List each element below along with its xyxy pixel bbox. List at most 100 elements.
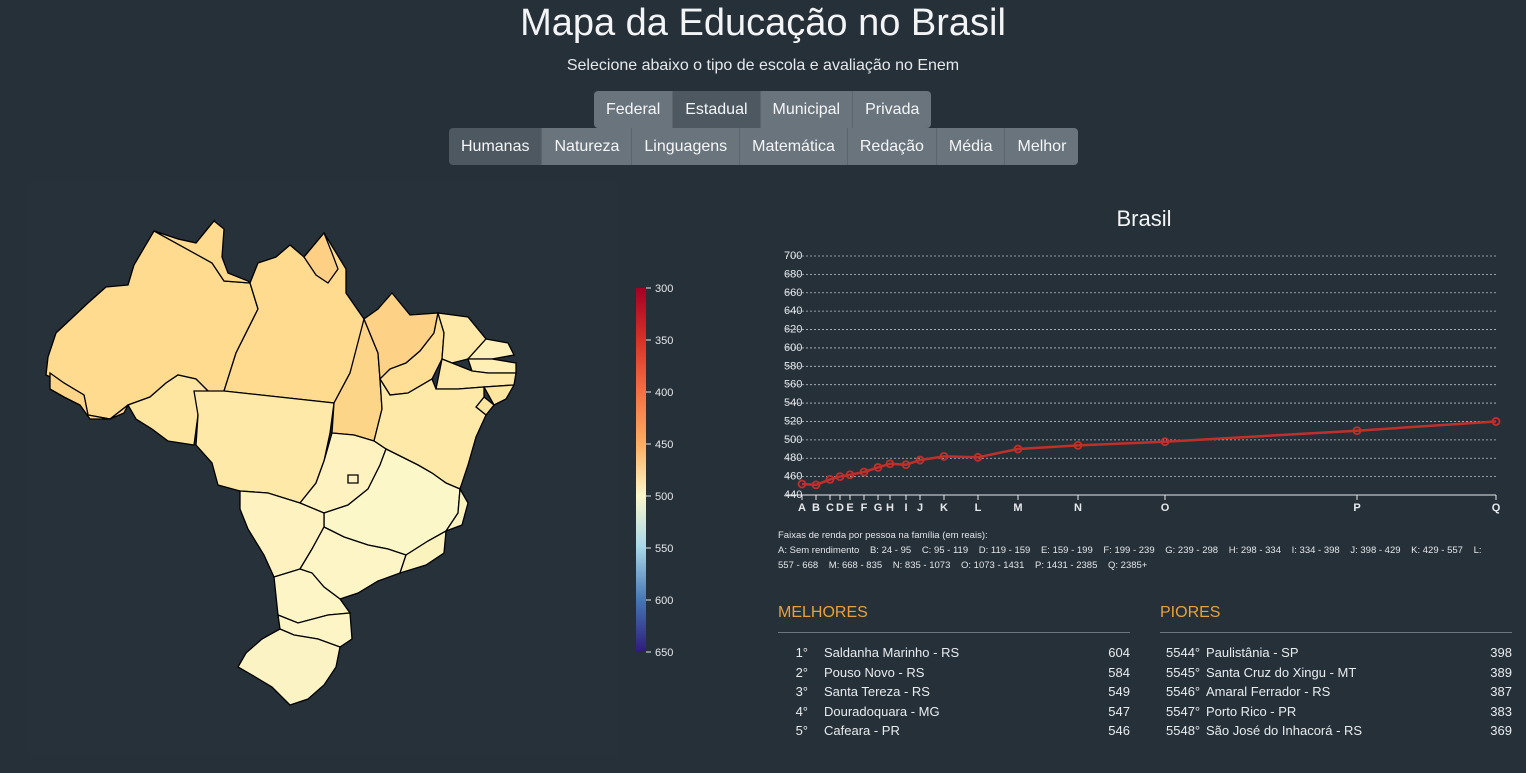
y-tick-label: 500 [784,434,802,446]
x-tick-label: I [904,502,907,514]
data-point-E[interactable] [845,470,855,480]
y-tick-label: 520 [784,415,802,427]
data-point-A[interactable] [797,479,807,489]
x-tick-label: P [1353,502,1360,514]
state-rs[interactable] [237,628,341,706]
exam-type-button-natureza[interactable]: Natureza [542,128,633,165]
legend-tick-label: 500 [655,491,673,503]
exam-type-selector: Humanas Natureza Linguagens Matemática Redaç… [449,128,1079,165]
ranking-row[interactable]: 2° Pouso Novo - RS 584 [778,663,1130,683]
y-tick-label: 640 [784,305,802,317]
rank-position: 2° [795,664,808,680]
state-es[interactable] [444,486,469,533]
income-bracket-item: F: 199 - 239 [1103,545,1155,556]
data-point-B[interactable] [811,480,821,490]
legend-tick-label: 400 [655,387,673,399]
exam-type-button-humanas[interactable]: Humanas [449,128,543,165]
data-point-L[interactable] [973,452,983,462]
exam-type-button-linguagens[interactable]: Linguagens [632,128,741,165]
city-name: Pouso Novo - RS [824,664,925,680]
worst-ranking-title: PIORES [1160,604,1512,633]
data-point-H[interactable] [885,459,895,469]
data-point-N[interactable] [1073,440,1083,450]
city-score: 389 [1490,664,1512,680]
y-tick-label: 580 [784,360,802,372]
income-bracket-item: P: 1431 - 2385 [1035,560,1098,571]
ranking-row[interactable]: 3° Santa Tereza - RS 549 [778,682,1130,702]
data-point-F[interactable] [859,467,869,477]
x-tick-label: E [846,502,853,514]
income-bracket-item: I: 334 - 398 [1291,545,1340,556]
city-name: São José do Inhacorá - RS [1206,723,1363,739]
rank-position: 5° [795,723,808,739]
state-df[interactable] [347,474,359,484]
ranking-row[interactable]: 5547° Porto Rico - PR 383 [1160,702,1512,722]
exam-type-button-redacao[interactable]: Redação [847,128,937,165]
income-bracket-item: D: 119 - 159 [978,545,1031,556]
data-point-G[interactable] [873,463,883,472]
state-rj[interactable] [398,529,447,574]
data-point-D[interactable] [835,472,845,482]
ranking-row[interactable]: 5° Cafeara - PR 546 [778,721,1130,741]
rank-position: 3° [795,684,808,700]
y-tick-label: 460 [784,471,802,483]
x-tick-label: J [917,502,923,514]
ranking-row[interactable]: 5544° Paulistânia - SP 398 [1160,643,1512,663]
income-bracket-item: B: 24 - 95 [869,545,912,556]
city-name: Cafeara - PR [824,723,900,739]
data-point-P[interactable] [1352,426,1362,436]
data-point-I[interactable] [901,460,911,470]
brazil-map [28,183,618,755]
income-score-chart: 440 460 480 500 520 540 560 580 600 620 640 660 680 7… [784,250,1501,514]
x-tick-label: C [826,502,834,514]
data-point-J[interactable] [915,455,925,465]
city-score: 604 [1108,645,1130,660]
data-point-Q[interactable] [1491,417,1501,426]
series-line [801,420,1497,487]
school-type-button-privada[interactable]: Privada [853,91,932,128]
ranking-row[interactable]: 5546° Amaral Ferrador - RS 387 [1160,682,1512,702]
chart-title: Brasil [1116,206,1172,231]
state-ap[interactable] [303,231,339,284]
x-tick-label: O [1161,502,1170,514]
school-type-button-estadual[interactable]: Estadual [673,91,761,128]
ranking-row[interactable]: 1° Saldanha Marinho - RS 604 [778,643,1130,663]
data-point-O[interactable] [1160,437,1170,447]
data-point-M[interactable] [1013,444,1023,454]
rank-position: 5548° [1166,723,1201,739]
x-tick-label: A [798,502,806,514]
best-ranking: MELHORES 1° Saldanha Marinho - RS 604 2° Pou… [778,604,1130,741]
exam-type-button-melhor[interactable]: Melhor [1005,128,1079,165]
exam-type-button-matematica[interactable]: Matemática [740,128,848,165]
rank-position: 5547° [1166,703,1201,719]
x-tick-label: F [861,502,868,514]
exam-type-button-media[interactable]: Média [936,128,1006,165]
rank-position: 5545° [1166,664,1201,680]
income-bracket-item: Q: 2385+ [1108,560,1148,571]
legend-tick-label: 350 [655,335,673,347]
school-type-button-federal[interactable]: Federal [594,91,674,128]
state-ce[interactable] [437,312,487,364]
x-tick-label: B [812,502,820,514]
color-scale-legend: 300 350 400 450 500 550 600 650 [636,283,673,659]
state-rn[interactable] [466,338,515,360]
city-score: 369 [1490,723,1512,739]
ranking-row[interactable]: 5545° Santa Cruz do Xingu - MT 389 [1160,663,1512,683]
ranking-row[interactable]: 5548° São José do Inhacorá - RS 369 [1160,721,1512,741]
x-tick-label: N [1074,502,1082,514]
y-tick-label: 480 [784,452,802,464]
state-al[interactable] [482,384,516,406]
y-tick-label: 600 [784,342,802,354]
city-name: Santa Tereza - RS [824,684,930,700]
income-bracket-item: C: 95 - 119 [921,545,969,556]
data-point-C[interactable] [825,474,835,484]
school-type-button-municipal[interactable]: Municipal [760,91,854,128]
y-tick-label: 700 [784,250,802,262]
state-ac[interactable] [49,371,129,420]
data-point-K[interactable] [939,451,949,461]
income-bracket-list: A: Sem rendimento B: 24 - 95 C: 95 - 119… [778,543,1498,573]
income-bracket-item: A: Sem rendimento [778,545,860,556]
income-bracket-item: K: 429 - 557 [1411,545,1463,556]
ranking-row[interactable]: 4° Douradoquara - MG 547 [778,702,1130,722]
state-rr[interactable] [153,220,252,284]
